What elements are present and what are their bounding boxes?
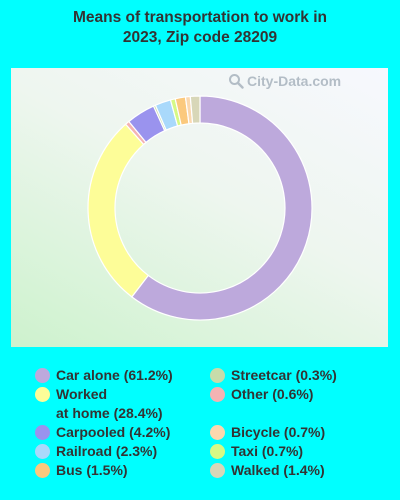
- legend-item-other: Other (0.6%): [210, 385, 313, 404]
- legend-item-taxi: Taxi (0.7%): [210, 442, 303, 461]
- legend-item-bus: Bus (1.5%): [35, 461, 128, 480]
- legend-item-bicycle: Bicycle (0.7%): [210, 423, 325, 442]
- legend-swatch: [210, 425, 225, 440]
- legend-item-car-alone: Car alone (61.2%): [35, 366, 173, 385]
- slice-worked-at-home: [87, 123, 150, 298]
- slice-walked: [189, 95, 201, 124]
- legend-swatch: [35, 387, 50, 402]
- chart-title-line: Means of transportation to work in: [72, 9, 328, 26]
- legend-swatch: [35, 425, 50, 440]
- magnifier-icon: [229, 74, 244, 89]
- legend-label: Walked (1.4%): [231, 462, 325, 478]
- slice-car-alone: [130, 95, 313, 321]
- legend-swatch: [35, 444, 50, 459]
- watermark-text: City-Data.com: [247, 73, 342, 89]
- legend-swatch: [210, 463, 225, 478]
- legend-label: Carpooled (4.2%): [56, 424, 171, 440]
- chart-title-line: 2023, Zip code 28209: [122, 29, 278, 46]
- legend-swatch: [210, 368, 225, 383]
- legend-label: Car alone (61.2%): [56, 367, 173, 383]
- watermark: City-Data.com: [228, 73, 341, 89]
- legend-label: Streetcar (0.3%): [231, 367, 337, 383]
- legend-swatch: [35, 463, 50, 478]
- legend-item-streetcar: Streetcar (0.3%): [210, 366, 337, 385]
- donut-chart: [87, 95, 313, 321]
- legend-label: Bus (1.5%): [56, 462, 128, 478]
- legend-label: Bicycle (0.7%): [231, 424, 326, 440]
- legend-item-walked: Walked (1.4%): [210, 461, 325, 480]
- chart-title: Means of transportation to work in 2023, …: [0, 8, 400, 48]
- legend: Car alone (61.2%) Worked at home (28.4%)…: [0, 366, 400, 496]
- legend-label: Worked at home (28.4%): [56, 386, 163, 421]
- legend-swatch: [210, 387, 225, 402]
- legend-label: Other (0.6%): [231, 386, 314, 402]
- legend-item-carpooled: Carpooled (4.2%): [35, 423, 170, 442]
- legend-item-railroad: Railroad (2.3%): [35, 442, 157, 461]
- legend-swatch: [35, 368, 50, 383]
- legend-swatch: [210, 444, 225, 459]
- legend-label: Railroad (2.3%): [56, 443, 158, 459]
- legend-item-worked-at-home: Worked at home (28.4%): [35, 385, 163, 423]
- legend-label: Taxi (0.7%): [231, 443, 304, 459]
